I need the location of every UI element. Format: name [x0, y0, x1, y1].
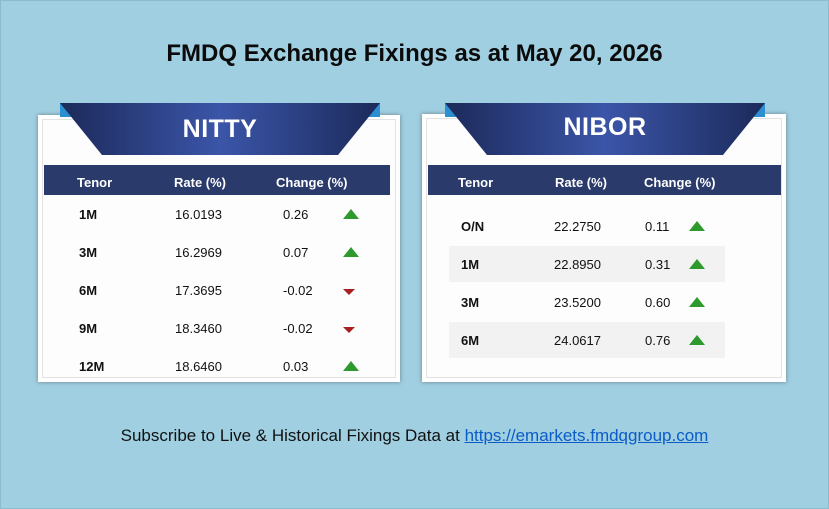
up-arrow-icon	[343, 361, 359, 371]
table-row: 1M 16.0193 0.26	[44, 199, 390, 233]
nitty-banner	[60, 103, 380, 155]
nitty-header-rate: Rate (%)	[174, 175, 227, 190]
rate-cell: 24.0617	[554, 333, 601, 348]
nibor-banner	[445, 103, 765, 155]
rate-cell: 18.3460	[175, 321, 222, 336]
table-row: 3M 16.2969 0.07	[44, 237, 390, 271]
rate-cell: 17.3695	[175, 283, 222, 298]
table-row: 1M 22.8950 0.31	[449, 246, 725, 282]
rate-cell: 16.2969	[175, 245, 222, 260]
change-cell: -0.02	[283, 321, 313, 336]
tenor-cell: 9M	[79, 321, 98, 336]
nibor-header-rate: Rate (%)	[555, 175, 608, 190]
tenor-cell: 6M	[461, 333, 480, 348]
tenor-cell: 1M	[461, 257, 480, 272]
tenor-cell: 1M	[79, 207, 98, 222]
tenor-cell: 6M	[79, 283, 98, 298]
down-arrow-icon	[343, 289, 355, 295]
nitty-header-tenor: Tenor	[77, 175, 113, 190]
subscribe-line: Subscribe to Live & Historical Fixings D…	[0, 426, 829, 446]
table-row: 6M 24.0617 0.76	[449, 322, 725, 358]
nitty-banner-label: NITTY	[182, 115, 258, 143]
nibor-header-tenor: Tenor	[458, 175, 494, 190]
rate-cell: 23.5200	[554, 295, 601, 310]
change-cell: 0.76	[645, 333, 671, 348]
rate-cell: 22.2750	[554, 219, 601, 234]
change-cell: 0.07	[283, 245, 309, 260]
page-title: FMDQ Exchange Fixings as at May 20, 2026	[166, 40, 663, 67]
tenor-cell: 3M	[79, 245, 98, 260]
table-row: 12M 18.6460 0.03	[44, 351, 390, 385]
tenor-cell: 12M	[79, 359, 105, 374]
down-arrow-icon	[343, 327, 355, 333]
table-row: 3M 23.5200 0.60	[449, 284, 725, 320]
nitty-header-bar: Tenor Rate (%) Change (%)	[44, 165, 390, 195]
rate-cell: 22.8950	[554, 257, 601, 272]
change-cell: 0.03	[283, 359, 309, 374]
change-cell: -0.02	[283, 283, 313, 298]
table-row: 9M 18.3460 -0.02	[44, 313, 390, 347]
rate-cell: 16.0193	[175, 207, 222, 222]
up-arrow-icon	[689, 259, 705, 269]
up-arrow-icon	[689, 221, 705, 231]
nitty-card-inner	[42, 119, 396, 378]
change-cell: 0.26	[283, 207, 309, 222]
change-cell: 0.60	[645, 295, 671, 310]
nitty-header-change: Change (%)	[276, 175, 348, 190]
tenor-cell: 3M	[461, 295, 480, 310]
change-cell: 0.11	[645, 219, 670, 234]
up-arrow-icon	[343, 247, 359, 257]
nibor-header-change: Change (%)	[644, 175, 716, 190]
table-row: O/N 22.2750 0.11	[449, 208, 725, 244]
up-arrow-icon	[343, 209, 359, 219]
nibor-banner-label: NIBOR	[563, 113, 647, 141]
up-arrow-icon	[689, 297, 705, 307]
up-arrow-icon	[689, 335, 705, 345]
change-cell: 0.31	[645, 257, 671, 272]
table-row: 6M 17.3695 -0.02	[44, 275, 390, 309]
nitty-card	[38, 115, 400, 382]
nibor-header-bar: Tenor Rate (%) Change (%)	[428, 165, 781, 195]
subscribe-link[interactable]: https://emarkets.fmdqgroup.com	[464, 426, 709, 445]
subscribe-text: Subscribe to Live & Historical Fixings D…	[120, 426, 465, 445]
rate-cell: 18.6460	[175, 359, 222, 374]
tenor-cell: O/N	[461, 219, 485, 234]
